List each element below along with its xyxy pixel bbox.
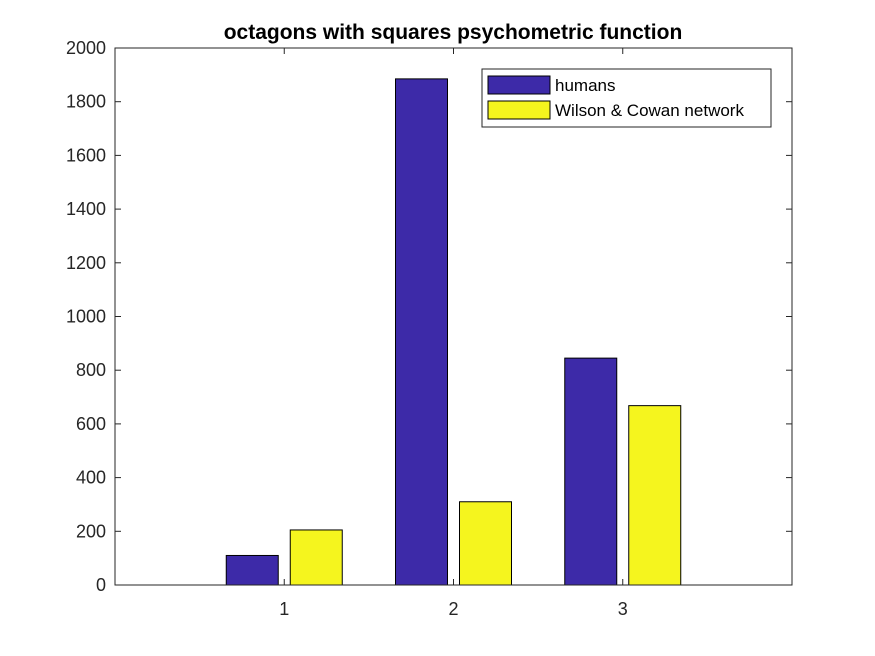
bars-layer <box>225 78 682 586</box>
x-tick-label: 2 <box>448 599 458 619</box>
y-tick-label: 1800 <box>66 92 106 112</box>
axes-layer: 0 200 400 600 800 1000 1200 1400 1600 1800 2000 1 2 3 <box>66 38 793 619</box>
y-tick-label: 200 <box>76 521 106 541</box>
bar-wilson-cowan-3 <box>628 405 682 586</box>
legend: humans Wilson & Cowan network <box>481 68 772 128</box>
y-tick-label: 400 <box>76 468 106 488</box>
y-tick-label: 1600 <box>66 145 106 165</box>
legend-swatch-humans <box>487 75 551 95</box>
bar-wilson-cowan-1 <box>289 529 343 586</box>
x-tick-label: 1 <box>279 599 289 619</box>
y-tick-label: 600 <box>76 414 106 434</box>
chart-title: octagons with squares psychometric funct… <box>224 21 683 44</box>
y-tick-label: 1200 <box>66 253 106 273</box>
axes-box <box>114 47 793 586</box>
bar-wilson-cowan-2 <box>459 501 512 586</box>
bar-humans-3 <box>564 357 618 586</box>
bar-humans-2 <box>395 78 448 586</box>
legend-label-humans: humans <box>555 76 615 95</box>
y-tick-label: 1400 <box>66 199 106 219</box>
y-tick-label: 1000 <box>66 307 106 327</box>
y-tick-label: 2000 <box>66 38 106 58</box>
legend-swatch-wilson-cowan <box>487 100 551 120</box>
legend-label-wilson-cowan: Wilson & Cowan network <box>555 101 744 120</box>
x-tick-label: 3 <box>618 599 628 619</box>
y-tick-label: 800 <box>76 360 106 380</box>
y-tick-label: 0 <box>96 575 106 595</box>
bar-humans-1 <box>225 554 279 586</box>
